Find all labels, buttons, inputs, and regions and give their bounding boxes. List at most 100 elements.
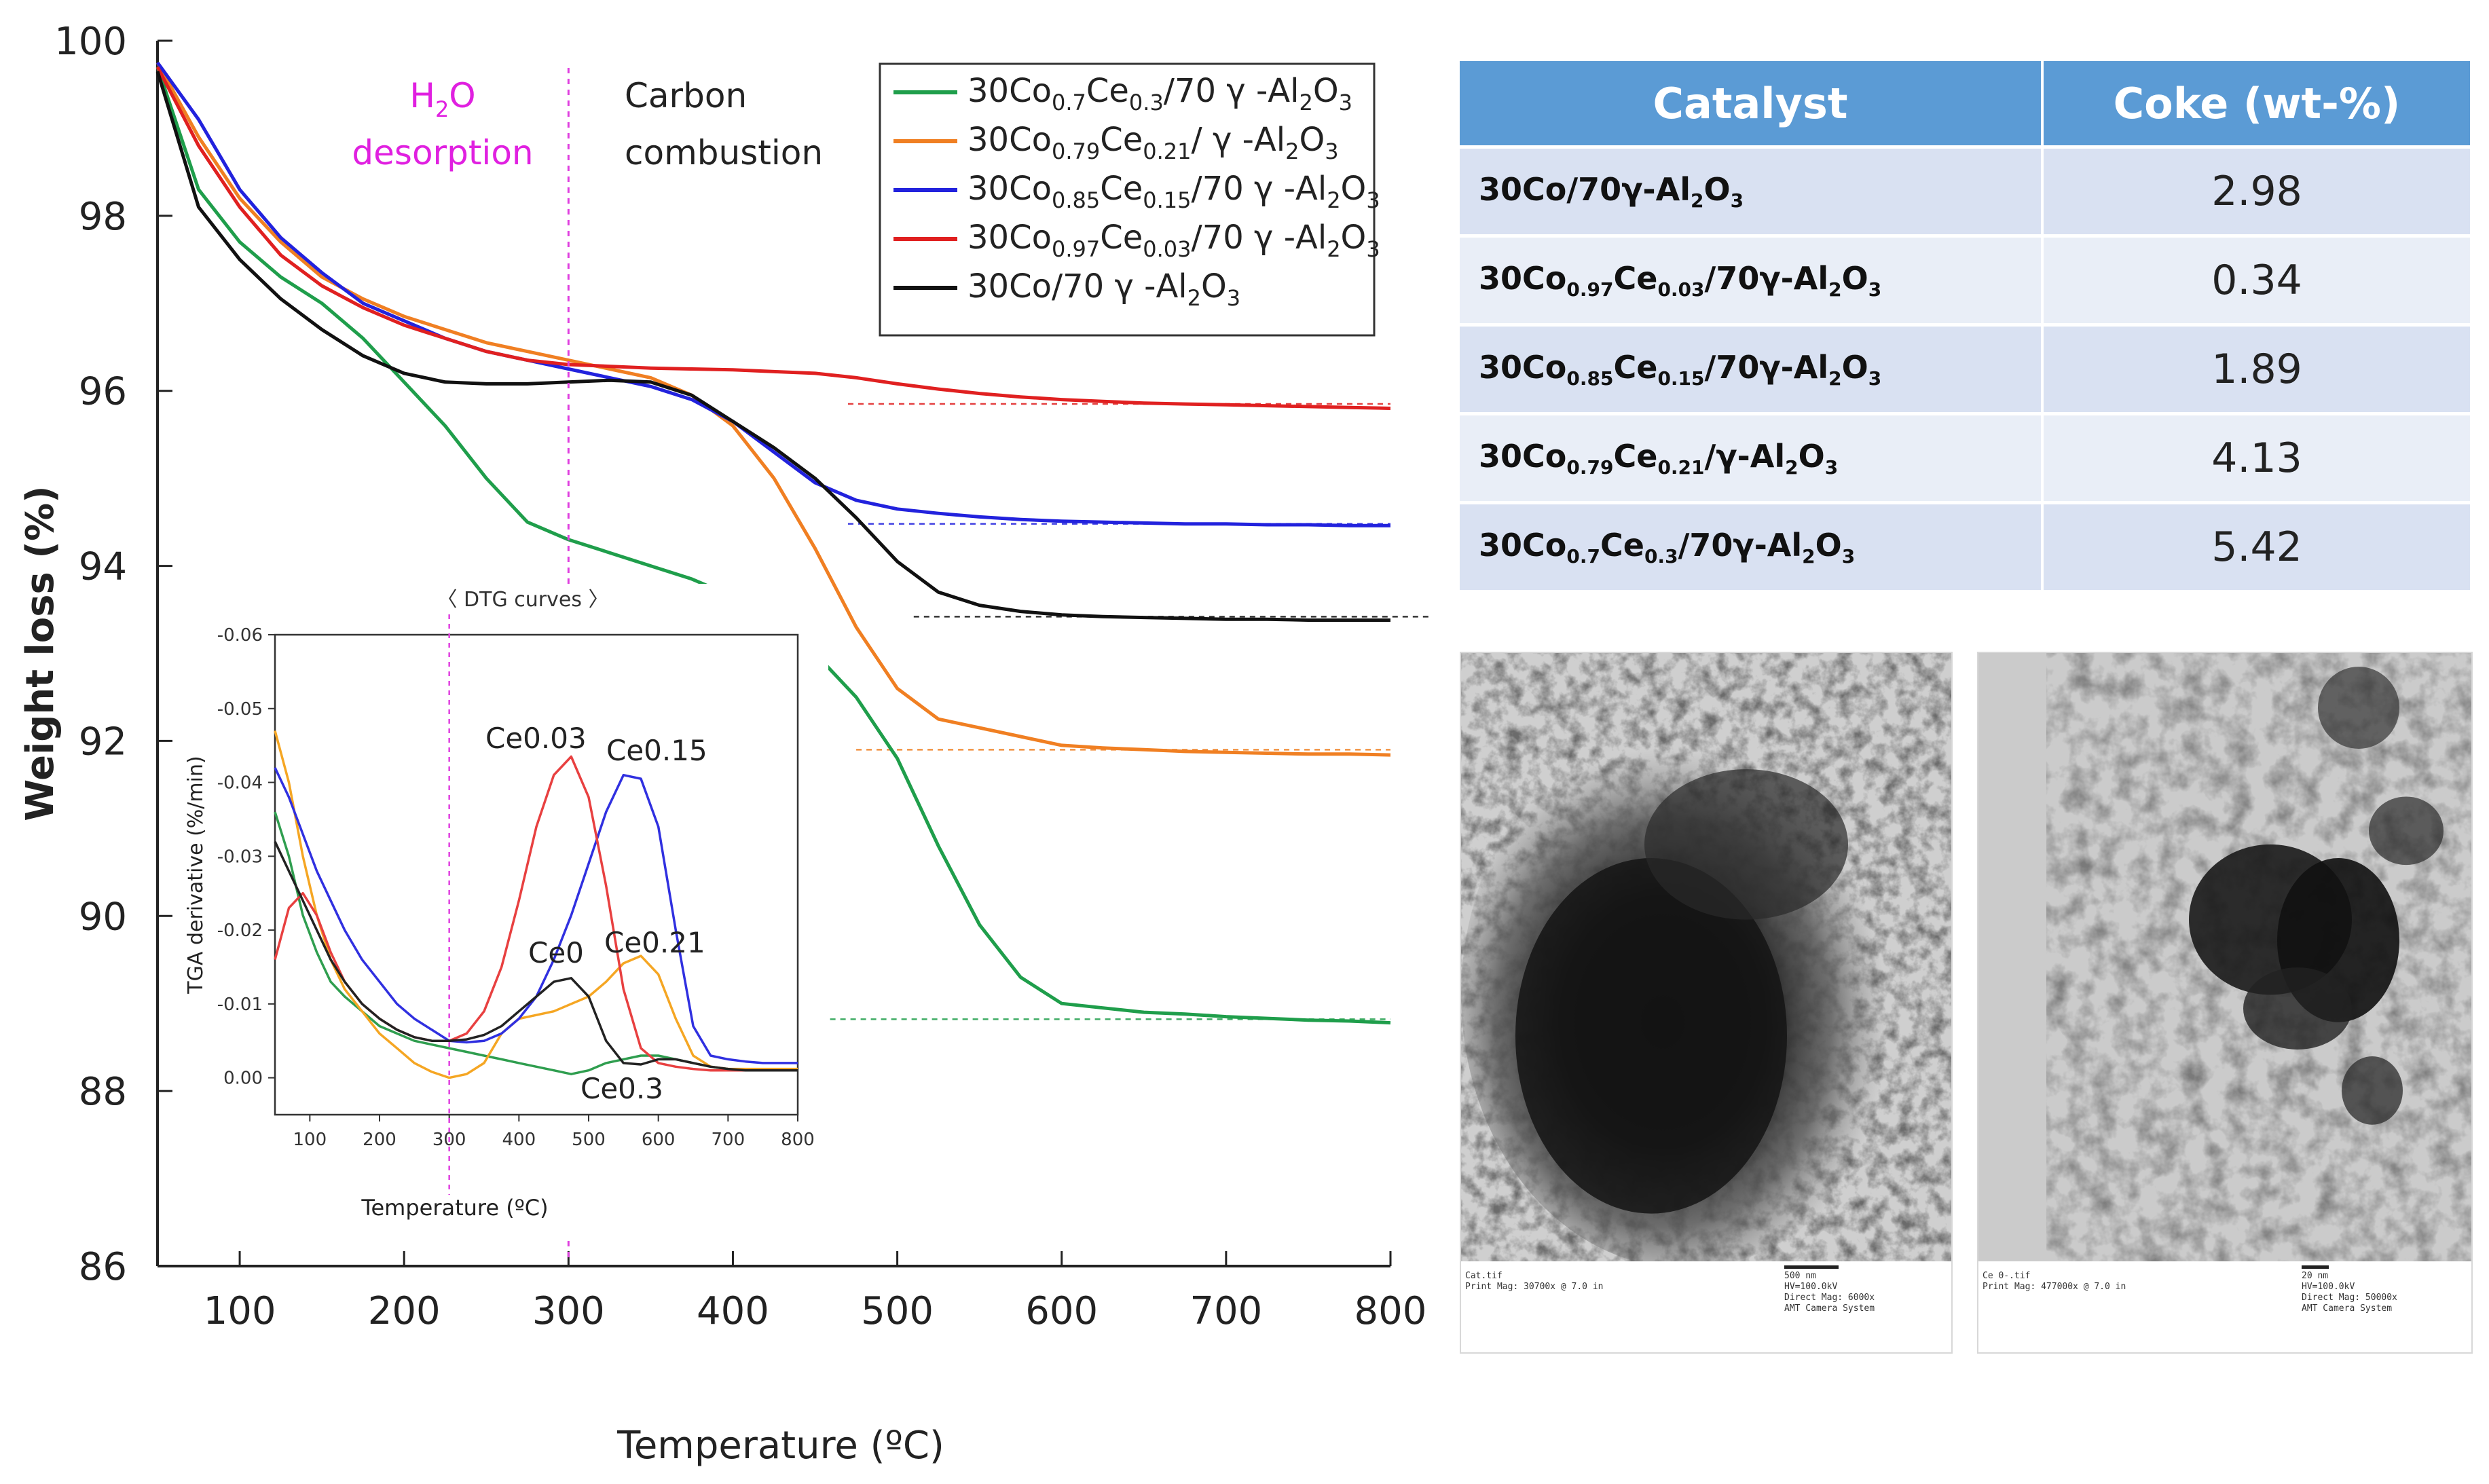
caption-line: Print Mag: 30700x @ 7.0 in [1465, 1282, 1604, 1293]
h2o-label: H2O [409, 76, 475, 122]
legend-entry: 30Co0.85Ce0.15/70 γ -Al2O3 [967, 170, 1380, 213]
dtg-x-tick-label: 200 [363, 1130, 397, 1150]
caption-line: Ce 0-.tif [1983, 1271, 2031, 1282]
dtg-title: 〈 DTG curves 〉 [437, 588, 609, 612]
caption-line: Cat.tif [1465, 1271, 1502, 1282]
x-tick-label: 400 [697, 1289, 769, 1333]
table-row: 30Co0.97Ce0.03/70γ-Al2O3 0.34 [1460, 234, 2470, 323]
dtg-x-tick-label: 100 [293, 1130, 327, 1150]
coke-table: Catalyst Coke (wt-%) 30Co/70γ-Al2O3 2.98 3… [1460, 61, 2470, 590]
tem-micrograph-2 [1978, 653, 2471, 1262]
tga-axes: 100 200 300 400 500 600 700 800 86 88 90 92 94 96 98 10… [18, 20, 1426, 1468]
desorption-label: desorption [352, 133, 533, 172]
y-tick-label: 100 [54, 20, 127, 64]
combustion-label: combustion [625, 133, 823, 172]
dtg-y-tick-label: 0.00 [223, 1069, 263, 1089]
legend-entry: 30Co0.79Ce0.21/ γ -Al2O3 [967, 121, 1339, 164]
caption-line: Direct Mag: 6000x [1784, 1293, 1875, 1303]
tem-micrograph-1 [1461, 653, 1951, 1262]
dtg-series-line [274, 767, 798, 1064]
table-row: 30Co0.79Ce0.21/γ-Al2O3 4.13 [1460, 412, 2470, 501]
scale-label: 500 nm [1784, 1271, 1816, 1282]
x-tick-label: 200 [368, 1289, 441, 1333]
carbon-label: Carbon [625, 76, 747, 115]
tem-caption-2: Ce 0-.tif Print Mag: 477000x @ 7.0 in 20 … [1983, 1265, 2467, 1350]
peak-label-ce0: Ce0 [528, 936, 584, 969]
tem-image-2: Ce 0-.tif Print Mag: 477000x @ 7.0 in 20 … [1977, 652, 2473, 1354]
dtg-x-axis-title: Temperature (ºC) [361, 1195, 548, 1221]
table-row: 30Co0.7Ce0.3/70γ-Al2O3 5.42 [1460, 501, 2470, 590]
coke-cell: 0.34 [2044, 234, 2470, 323]
series-line [155, 61, 1391, 757]
catalyst-cell: 30Co0.7Ce0.3/70γ-Al2O3 [1460, 501, 2044, 590]
caption-line: HV=100.0kV [1784, 1282, 1838, 1293]
dtg-y-tick-label: -0.05 [217, 699, 263, 720]
dtg-x-tick-label: 500 [572, 1130, 606, 1150]
caption-line: HV=100.0kV [2302, 1282, 2355, 1293]
catalyst-cell: 30Co/70γ-Al2O3 [1460, 145, 2044, 234]
caption-line: Print Mag: 477000x @ 7.0 in [1983, 1282, 2126, 1293]
dtg-series [274, 730, 798, 1079]
dtg-axes: 100 200 300 400 500 600 700 800-0.06-0.05-0.04-… [184, 614, 815, 1221]
dtg-y-axis-title: TGA derivative (%/min) [184, 756, 208, 994]
x-axis-title: Temperature (ºC) [616, 1424, 944, 1468]
dtg-x-tick-label: 400 [502, 1130, 536, 1150]
catalyst-cell: 30Co0.79Ce0.21/γ-Al2O3 [1460, 412, 2044, 501]
tga-chart: 100 200 300 400 500 600 700 800 86 88 90 92 94 96 98 10… [18, 20, 1432, 1468]
dtg-peak-labels: Ce0.03 Ce0.15 Ce0 Ce0.21 Ce0.3 [485, 722, 707, 1105]
tem-caption-right: 500 nm HV=100.0kV Direct Mag: 6000x AMT Cam… [1784, 1271, 1875, 1314]
y-tick-label: 86 [79, 1245, 127, 1289]
dtg-frame [274, 633, 799, 1116]
legend: 30Co0.7Ce0.3/70 γ -Al2O3 30Co0.79Ce0.21/ … [879, 62, 1380, 337]
legend-box [879, 62, 1376, 337]
table-row: 30Co/70γ-Al2O3 2.98 [1460, 145, 2470, 234]
tem-caption-left: Ce 0-.tif Print Mag: 477000x @ 7.0 in [1983, 1271, 2126, 1293]
x-tick-label: 100 [204, 1289, 276, 1333]
coke-cell: 4.13 [2044, 412, 2470, 501]
tem-caption-right: 20 nm HV=100.0kV Direct Mag: 50000x AMT Cam… [2302, 1271, 2397, 1314]
peak-label-ce03: Ce0.3 [580, 1072, 663, 1105]
dtg-x-tick-label: 800 [781, 1130, 815, 1150]
dtg-y-tick-label: -0.03 [217, 847, 263, 867]
catalyst-cell: 30Co0.97Ce0.03/70γ-Al2O3 [1460, 234, 2044, 323]
tga-series [155, 61, 1391, 1025]
dtg-y-tick-label: -0.01 [217, 995, 263, 1015]
dtg-series-line [274, 840, 798, 1072]
caption-line: Direct Mag: 50000x [2302, 1293, 2397, 1303]
series-line [155, 61, 1390, 527]
scale-bar [1784, 1265, 1839, 1269]
series-line [155, 66, 1391, 410]
tem-caption-left: Cat.tif Print Mag: 30700x @ 7.0 in [1465, 1271, 1604, 1293]
header-coke: Coke (wt-%) [2044, 61, 2470, 145]
legend-entry: 30Co0.7Ce0.3/70 γ -Al2O3 [967, 72, 1352, 115]
peak-label-ce015: Ce0.15 [606, 734, 707, 767]
x-tick-label: 700 [1190, 1289, 1262, 1333]
series-line [155, 71, 1390, 622]
peak-label-ce021: Ce0.21 [604, 926, 705, 959]
dtg-y-tick-label: -0.06 [217, 625, 263, 646]
y-tick-label: 94 [79, 545, 127, 589]
x-tick-label: 300 [532, 1289, 605, 1333]
inset-background [183, 584, 828, 1236]
y-tick-label: 96 [79, 370, 127, 414]
table-header-row: Catalyst Coke (wt-%) [1460, 61, 2470, 145]
caption-line: AMT Camera System [2302, 1303, 2393, 1314]
y-tick-label: 92 [79, 720, 127, 764]
y-tick-label: 88 [79, 1070, 127, 1114]
dtg-series-line [274, 730, 798, 1079]
y-axis-title: Weight loss (%) [18, 485, 62, 821]
scale-bar [2302, 1265, 2329, 1269]
scale-label: 20 nm [2302, 1271, 2329, 1282]
x-tick-label: 800 [1354, 1289, 1427, 1333]
x-tick-label: 600 [1025, 1289, 1098, 1333]
coke-cell: 2.98 [2044, 145, 2470, 234]
dtg-x-tick-label: 700 [712, 1130, 745, 1150]
y-tick-label: 98 [79, 195, 127, 239]
header-catalyst: Catalyst [1460, 61, 2044, 145]
caption-line: AMT Camera System [1784, 1303, 1875, 1314]
legend-entry: 30Co0.97Ce0.03/70 γ -Al2O3 [967, 219, 1380, 262]
dtg-y-tick-label: -0.04 [217, 773, 263, 794]
peak-label-ce003: Ce0.03 [485, 722, 587, 755]
table-row: 30Co0.85Ce0.15/70γ-Al2O3 1.89 [1460, 323, 2470, 412]
table-body: 30Co/70γ-Al2O3 2.98 30Co0.97Ce0.03/70γ-Al2… [1460, 145, 2470, 590]
